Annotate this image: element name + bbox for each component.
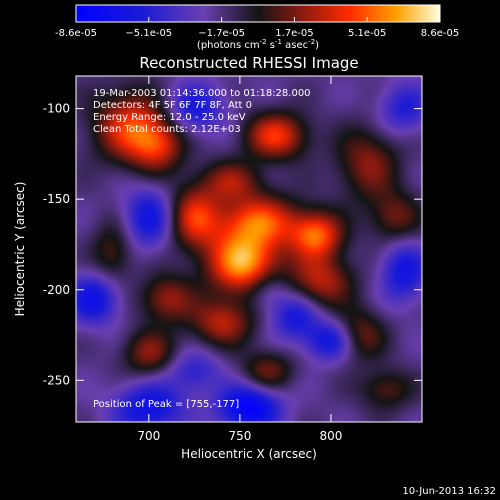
x-tick-label: 800 [319,429,342,443]
plot-frame [75,75,423,423]
y-tick-label: -100 [43,102,70,116]
x-axis-label: Heliocentric X (arcsec) [181,447,317,461]
colorbar-tick-label: 8.6e-05 [421,28,459,39]
colorbar-ticks: -8.6e-05 −5.1e-05 −1.7e-05 1.7e-05 5.1e-05 8.… [55,17,459,39]
annotation-peak-position: Position of Peak = [755,-177] [93,399,239,410]
colorbar-tick-label: −5.1e-05 [125,28,172,39]
annotation-time-range: 19-Mar-2003 01:14:36.000 to 01:18:28.000 [93,88,311,99]
annotation-clean-counts: Clean Total counts: 2.12E+03 [93,124,241,135]
colorbar-tick-label: 1.7e-05 [275,28,313,39]
y-tick-label: -200 [43,283,70,297]
annotation-energy-range: Energy Range: 12.0 - 25.0 keV [93,112,246,123]
x-tick-label: 700 [137,429,160,443]
colorbar-unit-label: (photons cm-2 s-1 asec-2) [197,38,319,51]
colorbar-tick-label: 5.1e-05 [348,28,386,39]
annotation-detectors: Detectors: 4F 5F 6F 7F 8F, Att 0 [93,100,252,111]
chart-title: Reconstructed RHESSI Image [139,54,358,72]
colorbar-tick-label: -8.6e-05 [55,28,97,39]
colorbar-tick-label: −1.7e-05 [198,28,245,39]
y-axis-label: Heliocentric Y (arcsec) [13,182,27,317]
x-tick-label: 750 [228,429,251,443]
heatmap-area [76,76,422,422]
axis-ticks: 700 750 800 -100 -150 -200 -250 [43,76,422,443]
footer-timestamp: 10-Jun-2013 16:32 [402,486,496,497]
y-tick-label: -250 [43,373,70,387]
y-tick-label: -150 [43,192,70,206]
colorbar [75,4,441,23]
heatmap-image [76,76,422,422]
